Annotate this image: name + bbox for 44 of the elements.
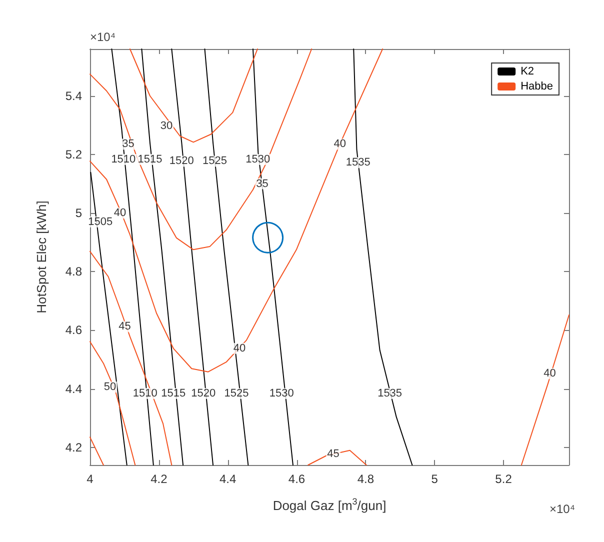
text: ×10⁴ — [549, 502, 576, 516]
legend-label: Habbe — [520, 80, 554, 92]
annotation: 1505 — [88, 216, 113, 228]
annotation: 1520 — [169, 155, 194, 168]
annotation: 50 — [104, 381, 116, 394]
annotation: 1520 — [191, 388, 216, 400]
annotation: 1530 — [246, 153, 270, 166]
annotation: 40 — [544, 368, 556, 380]
line-series — [90, 48, 384, 372]
annotation: 35 — [256, 178, 268, 190]
annotation: 1535 — [346, 156, 370, 169]
annotation: 1510 — [132, 388, 158, 400]
x-tick-label: 4.8 — [357, 472, 374, 486]
annotation: 40 — [233, 342, 246, 354]
annotation: 1525 — [224, 388, 249, 400]
annotation: 1515 — [161, 388, 186, 400]
annotation: 35 — [122, 138, 134, 150]
text: ×10⁴ — [90, 30, 116, 44]
legend-label: K2 — [520, 66, 534, 78]
x-tick-label: 4.6 — [288, 472, 306, 486]
y-axis-title: HotSpot Elec [kWh] — [34, 200, 49, 314]
annotation: 45 — [118, 320, 131, 333]
y-tick-label: 4.2 — [65, 440, 82, 454]
y-tick-label: 4.6 — [65, 323, 82, 338]
line-series — [90, 48, 312, 250]
annotation: 40 — [114, 207, 126, 220]
annotation: 40 — [334, 138, 346, 150]
annotation: 1535 — [378, 388, 402, 400]
x-tick-label: 4 — [86, 472, 94, 486]
annotation: 1515 — [138, 153, 162, 166]
annotation: 1525 — [202, 155, 227, 168]
annotation: 1530 — [269, 388, 294, 400]
x-tick-label: 5 — [431, 472, 438, 486]
annotation: 1510 — [111, 153, 136, 166]
x-tick-label: 5.2 — [495, 472, 512, 486]
x-tick-label: 4.4 — [220, 472, 237, 486]
y-tick-label: 5.4 — [65, 88, 82, 103]
x-tick-label: 4.2 — [150, 472, 168, 486]
y-tick-label: 5.2 — [65, 147, 82, 162]
annotation: 45 — [327, 448, 340, 460]
annotation: 30 — [160, 120, 173, 132]
y-tick-label: 4.4 — [65, 382, 82, 396]
y-tick-label: 4.8 — [65, 264, 82, 279]
y-tick-label: 5 — [75, 206, 82, 220]
